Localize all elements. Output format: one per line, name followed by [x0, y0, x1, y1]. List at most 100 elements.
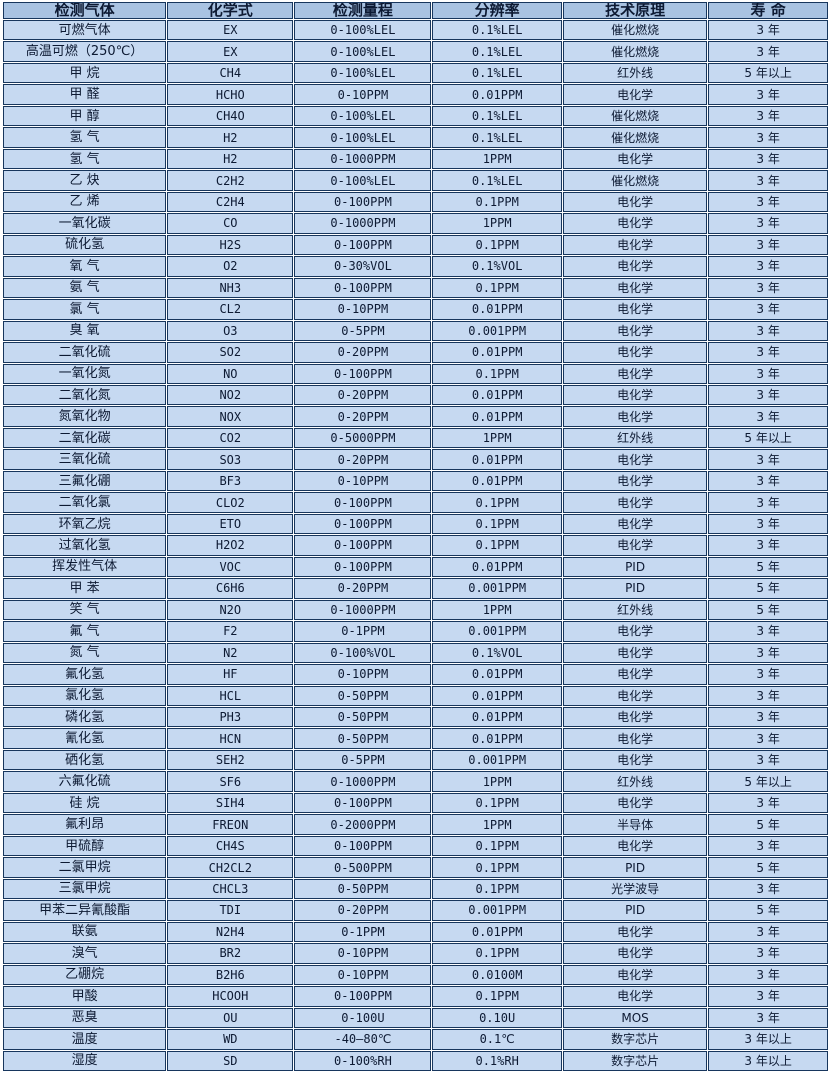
table-row: 恶臭 OU 0-100U 0.10U MOS 3 年 — [3, 1007, 828, 1029]
table-row: 甲 醛 HCHO 0-10PPM 0.01PPM 电化学 3 年 — [3, 84, 828, 105]
cell-gas-name: 臭 氧 — [3, 320, 167, 342]
table-row: 臭 氧 O3 0-5PPM 0.001PPM 电化学 3 年 — [3, 320, 828, 342]
cell-technology-principle: 半导体 — [562, 814, 708, 835]
cell-gas-name: 乙 炔 — [3, 170, 167, 191]
cell-chemical-formula: SEH2 — [167, 749, 294, 771]
cell-gas-name: 氢 气 — [3, 148, 167, 170]
cell-resolution: 1PPM — [432, 771, 562, 792]
cell-chemical-formula: N2O — [167, 599, 294, 621]
cell-gas-name: 挥发性气体 — [3, 556, 167, 578]
col-header-technology-principle: 技术原理 — [562, 2, 708, 19]
cell-technology-principle: 红外线 — [562, 771, 708, 792]
cell-gas-name: 乙硼烷 — [3, 964, 167, 986]
cell-chemical-formula: O3 — [167, 320, 294, 342]
cell-lifespan: 3 年以上 — [708, 1029, 828, 1050]
cell-resolution: 0.1PPM — [432, 535, 562, 556]
cell-technology-principle: 电化学 — [562, 621, 708, 642]
cell-resolution: 0.1PPM — [432, 878, 562, 900]
table-row: 三氧化硫 SO3 0-20PPM 0.01PPM 电化学 3 年 — [3, 449, 828, 470]
cell-chemical-formula: SO2 — [167, 342, 294, 363]
cell-resolution: 0.01PPM — [432, 921, 562, 943]
table-row: 氢 气 H2 0-100%LEL 0.1%LEL 催化燃烧 3 年 — [3, 127, 828, 148]
cell-technology-principle: 电化学 — [562, 535, 708, 556]
cell-gas-name: 氟化氢 — [3, 664, 167, 685]
cell-technology-principle: 光学波导 — [562, 878, 708, 900]
cell-chemical-formula: EX — [167, 41, 294, 62]
cell-resolution: 0.1PPM — [432, 857, 562, 878]
cell-lifespan: 3 年 — [708, 277, 828, 299]
cell-resolution: 0.1PPM — [432, 492, 562, 513]
cell-lifespan: 3 年 — [708, 943, 828, 964]
cell-gas-name: 三氯甲烷 — [3, 878, 167, 900]
cell-chemical-formula: HCN — [167, 728, 294, 749]
cell-lifespan: 3 年 — [708, 20, 828, 41]
cell-detection-range: 0-100PPM — [294, 277, 432, 299]
cell-gas-name: 二氯甲烷 — [3, 857, 167, 878]
cell-chemical-formula: HCOOH — [167, 986, 294, 1007]
cell-technology-principle: 电化学 — [562, 964, 708, 986]
cell-lifespan: 3 年 — [708, 406, 828, 427]
table-row: 乙 烯 C2H4 0-100PPM 0.1PPM 电化学 3 年 — [3, 191, 828, 213]
cell-resolution: 1PPM — [432, 427, 562, 449]
cell-technology-principle: 电化学 — [562, 513, 708, 535]
cell-detection-range: 0-2000PPM — [294, 814, 432, 835]
cell-lifespan: 3 年 — [708, 1007, 828, 1029]
cell-resolution: 0.01PPM — [432, 707, 562, 728]
cell-technology-principle: 电化学 — [562, 749, 708, 771]
cell-chemical-formula: NO — [167, 363, 294, 384]
cell-chemical-formula: CLO2 — [167, 492, 294, 513]
cell-lifespan: 3 年 — [708, 664, 828, 685]
table-row: 甲 醇 CH4O 0-100%LEL 0.1%LEL 催化燃烧 3 年 — [3, 105, 828, 127]
cell-resolution: 0.1PPM — [432, 792, 562, 814]
cell-gas-name: 氮 气 — [3, 642, 167, 664]
cell-gas-name: 可燃气体 — [3, 20, 167, 41]
cell-resolution: 0.01PPM — [432, 406, 562, 427]
cell-resolution: 0.01PPM — [432, 728, 562, 749]
cell-resolution: 0.001PPM — [432, 749, 562, 771]
table-row: 温度 WD -40—80℃ 0.1℃ 数字芯片 3 年以上 — [3, 1029, 828, 1050]
cell-detection-range: 0-100PPM — [294, 835, 432, 857]
cell-detection-range: 0-1000PPM — [294, 213, 432, 234]
cell-technology-principle: 红外线 — [562, 62, 708, 84]
cell-detection-range: 0-10PPM — [294, 84, 432, 105]
cell-gas-name: 氰化氢 — [3, 728, 167, 749]
table-row: 硒化氢 SEH2 0-5PPM 0.001PPM 电化学 3 年 — [3, 749, 828, 771]
table-row: 甲 苯 C6H6 0-20PPM 0.001PPM PID 5 年 — [3, 578, 828, 599]
cell-gas-name: 甲 醛 — [3, 84, 167, 105]
cell-gas-name: 氧 气 — [3, 256, 167, 277]
cell-resolution: 0.001PPM — [432, 578, 562, 599]
cell-technology-principle: 电化学 — [562, 921, 708, 943]
cell-technology-principle: 电化学 — [562, 943, 708, 964]
cell-resolution: 0.001PPM — [432, 900, 562, 921]
cell-gas-name: 联氨 — [3, 921, 167, 943]
cell-chemical-formula: C6H6 — [167, 578, 294, 599]
cell-lifespan: 3 年 — [708, 642, 828, 664]
cell-gas-name: 恶臭 — [3, 1007, 167, 1029]
col-header-detection-range: 检测量程 — [294, 2, 432, 19]
cell-resolution: 0.01PPM — [432, 299, 562, 320]
cell-resolution: 0.01PPM — [432, 664, 562, 685]
table-row: 甲硫醇 CH4S 0-100PPM 0.1PPM 电化学 3 年 — [3, 835, 828, 857]
cell-gas-name: 三氧化硫 — [3, 449, 167, 470]
cell-lifespan: 5 年以上 — [708, 427, 828, 449]
cell-resolution: 0.1PPM — [432, 277, 562, 299]
cell-lifespan: 5 年 — [708, 599, 828, 621]
cell-detection-range: 0-20PPM — [294, 342, 432, 363]
cell-chemical-formula: SD — [167, 1050, 294, 1071]
cell-gas-name: 氯化氢 — [3, 685, 167, 706]
cell-chemical-formula: HCL — [167, 685, 294, 706]
cell-technology-principle: 电化学 — [562, 728, 708, 749]
cell-detection-range: 0-100%LEL — [294, 127, 432, 148]
cell-detection-range: 0-100PPM — [294, 363, 432, 384]
cell-detection-range: 0-1PPM — [294, 621, 432, 642]
cell-chemical-formula: C2H2 — [167, 170, 294, 191]
cell-resolution: 0.10U — [432, 1007, 562, 1029]
cell-resolution: 1PPM — [432, 148, 562, 170]
cell-technology-principle: 电化学 — [562, 406, 708, 427]
table-row: 二氧化硫 SO2 0-20PPM 0.01PPM 电化学 3 年 — [3, 342, 828, 363]
cell-chemical-formula: CO2 — [167, 427, 294, 449]
cell-lifespan: 3 年 — [708, 105, 828, 127]
cell-resolution: 0.01PPM — [432, 470, 562, 492]
cell-lifespan: 3 年 — [708, 320, 828, 342]
cell-technology-principle: PID — [562, 556, 708, 578]
